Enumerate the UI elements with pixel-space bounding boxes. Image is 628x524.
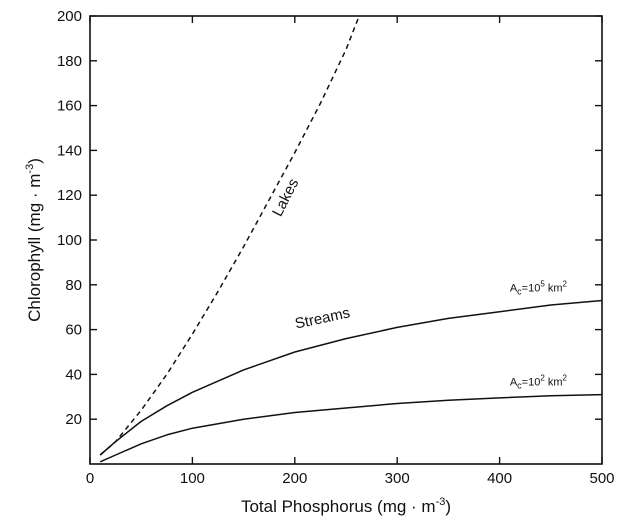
- y-tick-label: 40: [65, 366, 82, 383]
- x-tick-label: 200: [282, 470, 307, 487]
- series-line-series-3: [99, 393, 603, 463]
- series-line-streams: [99, 299, 603, 456]
- series-layer: [99, 17, 603, 463]
- y-tick-label: 200: [57, 8, 82, 25]
- y-tick-label: 80: [65, 277, 82, 294]
- x-axis-label: Total Phosphorus (mg · m-3): [241, 496, 451, 516]
- curve-label-streams: Streams: [293, 304, 351, 332]
- y-axis-ticks: 20 40 60 80 100 120 140 160 180 200: [57, 8, 602, 428]
- x-tick-label: 500: [589, 470, 614, 487]
- x-tick-label: 0: [86, 470, 94, 487]
- y-tick-label: 120: [57, 187, 82, 204]
- y-tick-label: 60: [65, 322, 82, 339]
- curve-label-lakes: Lakes: [269, 176, 302, 219]
- area-label-3: Ac=105 km2: [510, 280, 568, 297]
- x-tick-label: 100: [180, 470, 205, 487]
- area-label-4: Ac=102 km2: [510, 374, 568, 391]
- x-tick-label: 300: [385, 470, 410, 487]
- series-line-lakes: [99, 17, 359, 456]
- y-tick-label: 20: [65, 411, 82, 428]
- x-tick-label: 400: [487, 470, 512, 487]
- annotation-layer: Lakes Streams Ac=105 km2 Ac=102 km2: [269, 176, 568, 391]
- y-axis-label: Chlorophyll (mg · m-3): [24, 158, 44, 322]
- y-tick-label: 180: [57, 53, 82, 70]
- x-axis-ticks: 0 100 200 300 400 500: [86, 16, 615, 487]
- y-tick-label: 100: [57, 232, 82, 249]
- y-tick-label: 160: [57, 98, 82, 115]
- y-tick-label: 140: [57, 142, 82, 159]
